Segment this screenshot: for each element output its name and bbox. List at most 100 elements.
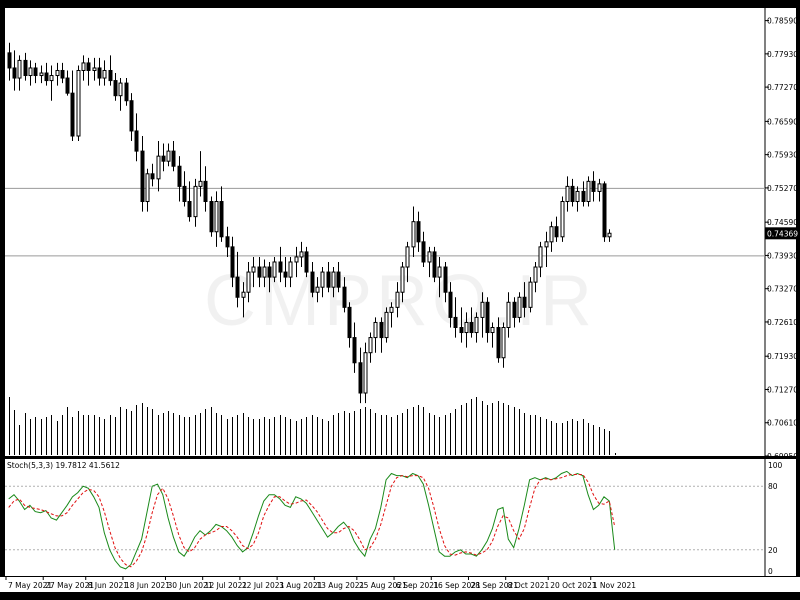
level-lines — [5, 187, 765, 257]
candle — [7, 42, 12, 81]
time-tick-label: 7 May 2021 — [8, 581, 52, 590]
candle-body-down — [12, 67, 17, 79]
candle-body-up — [246, 271, 251, 293]
candle-body-down — [230, 246, 235, 278]
candle — [294, 246, 299, 278]
candle — [538, 241, 543, 278]
candle-body-down — [86, 62, 91, 71]
candle — [416, 211, 421, 252]
candle — [145, 168, 150, 212]
candle — [272, 256, 277, 283]
candle-body-down — [161, 155, 166, 162]
candle-body-up — [607, 232, 612, 238]
stoch-tick-label: 20 — [768, 546, 778, 555]
candle — [331, 267, 336, 298]
candle-body-up — [28, 67, 33, 77]
candle-body-up — [102, 69, 107, 79]
candle-body-down — [187, 201, 192, 218]
current-price-label: 0.74369 — [767, 229, 798, 238]
candle — [368, 332, 373, 363]
candle — [113, 73, 118, 101]
candle-body-down — [108, 69, 113, 82]
candle-body-down — [129, 100, 134, 132]
candle — [288, 256, 293, 288]
candle — [129, 93, 134, 142]
candle — [134, 113, 139, 162]
candle — [150, 163, 155, 187]
candle — [235, 251, 240, 308]
candle-body-up — [198, 180, 203, 187]
candle-body-up — [400, 266, 405, 293]
candle-body-down — [23, 59, 28, 77]
candle-body-down — [134, 130, 139, 152]
candle — [251, 256, 256, 288]
candle-body-up — [560, 201, 565, 238]
candle-body-down — [219, 201, 224, 238]
candle-body-up — [251, 266, 256, 273]
candle-body-down — [33, 67, 38, 77]
candle — [166, 143, 171, 167]
time-tick-label: 1 Nov 2021 — [593, 581, 636, 590]
candle-body-up — [586, 180, 591, 203]
indicator-plot-area — [5, 459, 765, 576]
candle-body-up — [411, 221, 416, 248]
candle — [76, 65, 81, 142]
candle — [193, 178, 198, 227]
candle — [86, 57, 91, 86]
candle — [411, 206, 416, 257]
candle-body-down — [469, 321, 474, 334]
candle-body-down — [124, 82, 129, 102]
candle — [214, 191, 219, 247]
stoch-lines — [8, 470, 616, 570]
candle — [437, 256, 442, 298]
candle — [161, 143, 166, 172]
stoch-tick-label: 80 — [768, 482, 778, 491]
candle-body-down — [554, 226, 559, 238]
candle-body-up — [288, 261, 293, 278]
stoch-main-line — [8, 470, 616, 570]
candle — [198, 151, 203, 197]
candle-body-down — [432, 251, 437, 278]
candle-body-up — [320, 271, 325, 288]
candle-body-up — [373, 321, 378, 339]
time-tick-label: 22 Jul 2021 — [242, 581, 285, 590]
candle — [517, 292, 522, 323]
candle — [544, 231, 549, 268]
candle — [405, 241, 410, 283]
candle — [358, 347, 363, 404]
stoch-signal-line — [8, 474, 616, 568]
time-tick-label: 6 Sep 2021 — [396, 581, 439, 590]
price-tick-label: 0.73930 — [767, 251, 798, 260]
candle-body-down — [60, 69, 65, 79]
candle-body-down — [7, 52, 12, 69]
price-axis-ticks: 0.78590 0.77930 0.77270 0.76590 0.75930 0.752… — [765, 17, 798, 461]
candle-body-up — [166, 150, 171, 162]
candle-body-up — [241, 291, 246, 298]
candle-body-down — [459, 326, 464, 334]
candle-body-down — [209, 201, 214, 233]
candle-body-down — [342, 286, 347, 308]
candle-body-down — [358, 362, 363, 394]
candle-body-up — [533, 266, 538, 283]
candles — [7, 42, 612, 404]
candle-body-down — [496, 326, 501, 359]
candle — [464, 312, 469, 348]
candle — [315, 277, 320, 303]
candle-body-down — [512, 301, 517, 318]
candle — [459, 307, 464, 343]
time-tick-label: 20 Oct 2021 — [550, 581, 597, 590]
candle-body-up — [145, 173, 150, 203]
candle — [570, 178, 575, 207]
candle — [182, 171, 187, 207]
candle-body-down — [347, 306, 352, 339]
candle-body-up — [474, 316, 479, 334]
candle — [453, 297, 458, 338]
candle — [81, 55, 86, 81]
price-tick-label: 0.75930 — [767, 151, 798, 160]
price-tick-label: 0.77270 — [767, 83, 798, 92]
candle — [23, 52, 28, 81]
candle-body-down — [283, 271, 288, 278]
candle — [421, 231, 426, 268]
candle — [395, 282, 400, 318]
price-tick-label: 0.78590 — [767, 17, 798, 26]
